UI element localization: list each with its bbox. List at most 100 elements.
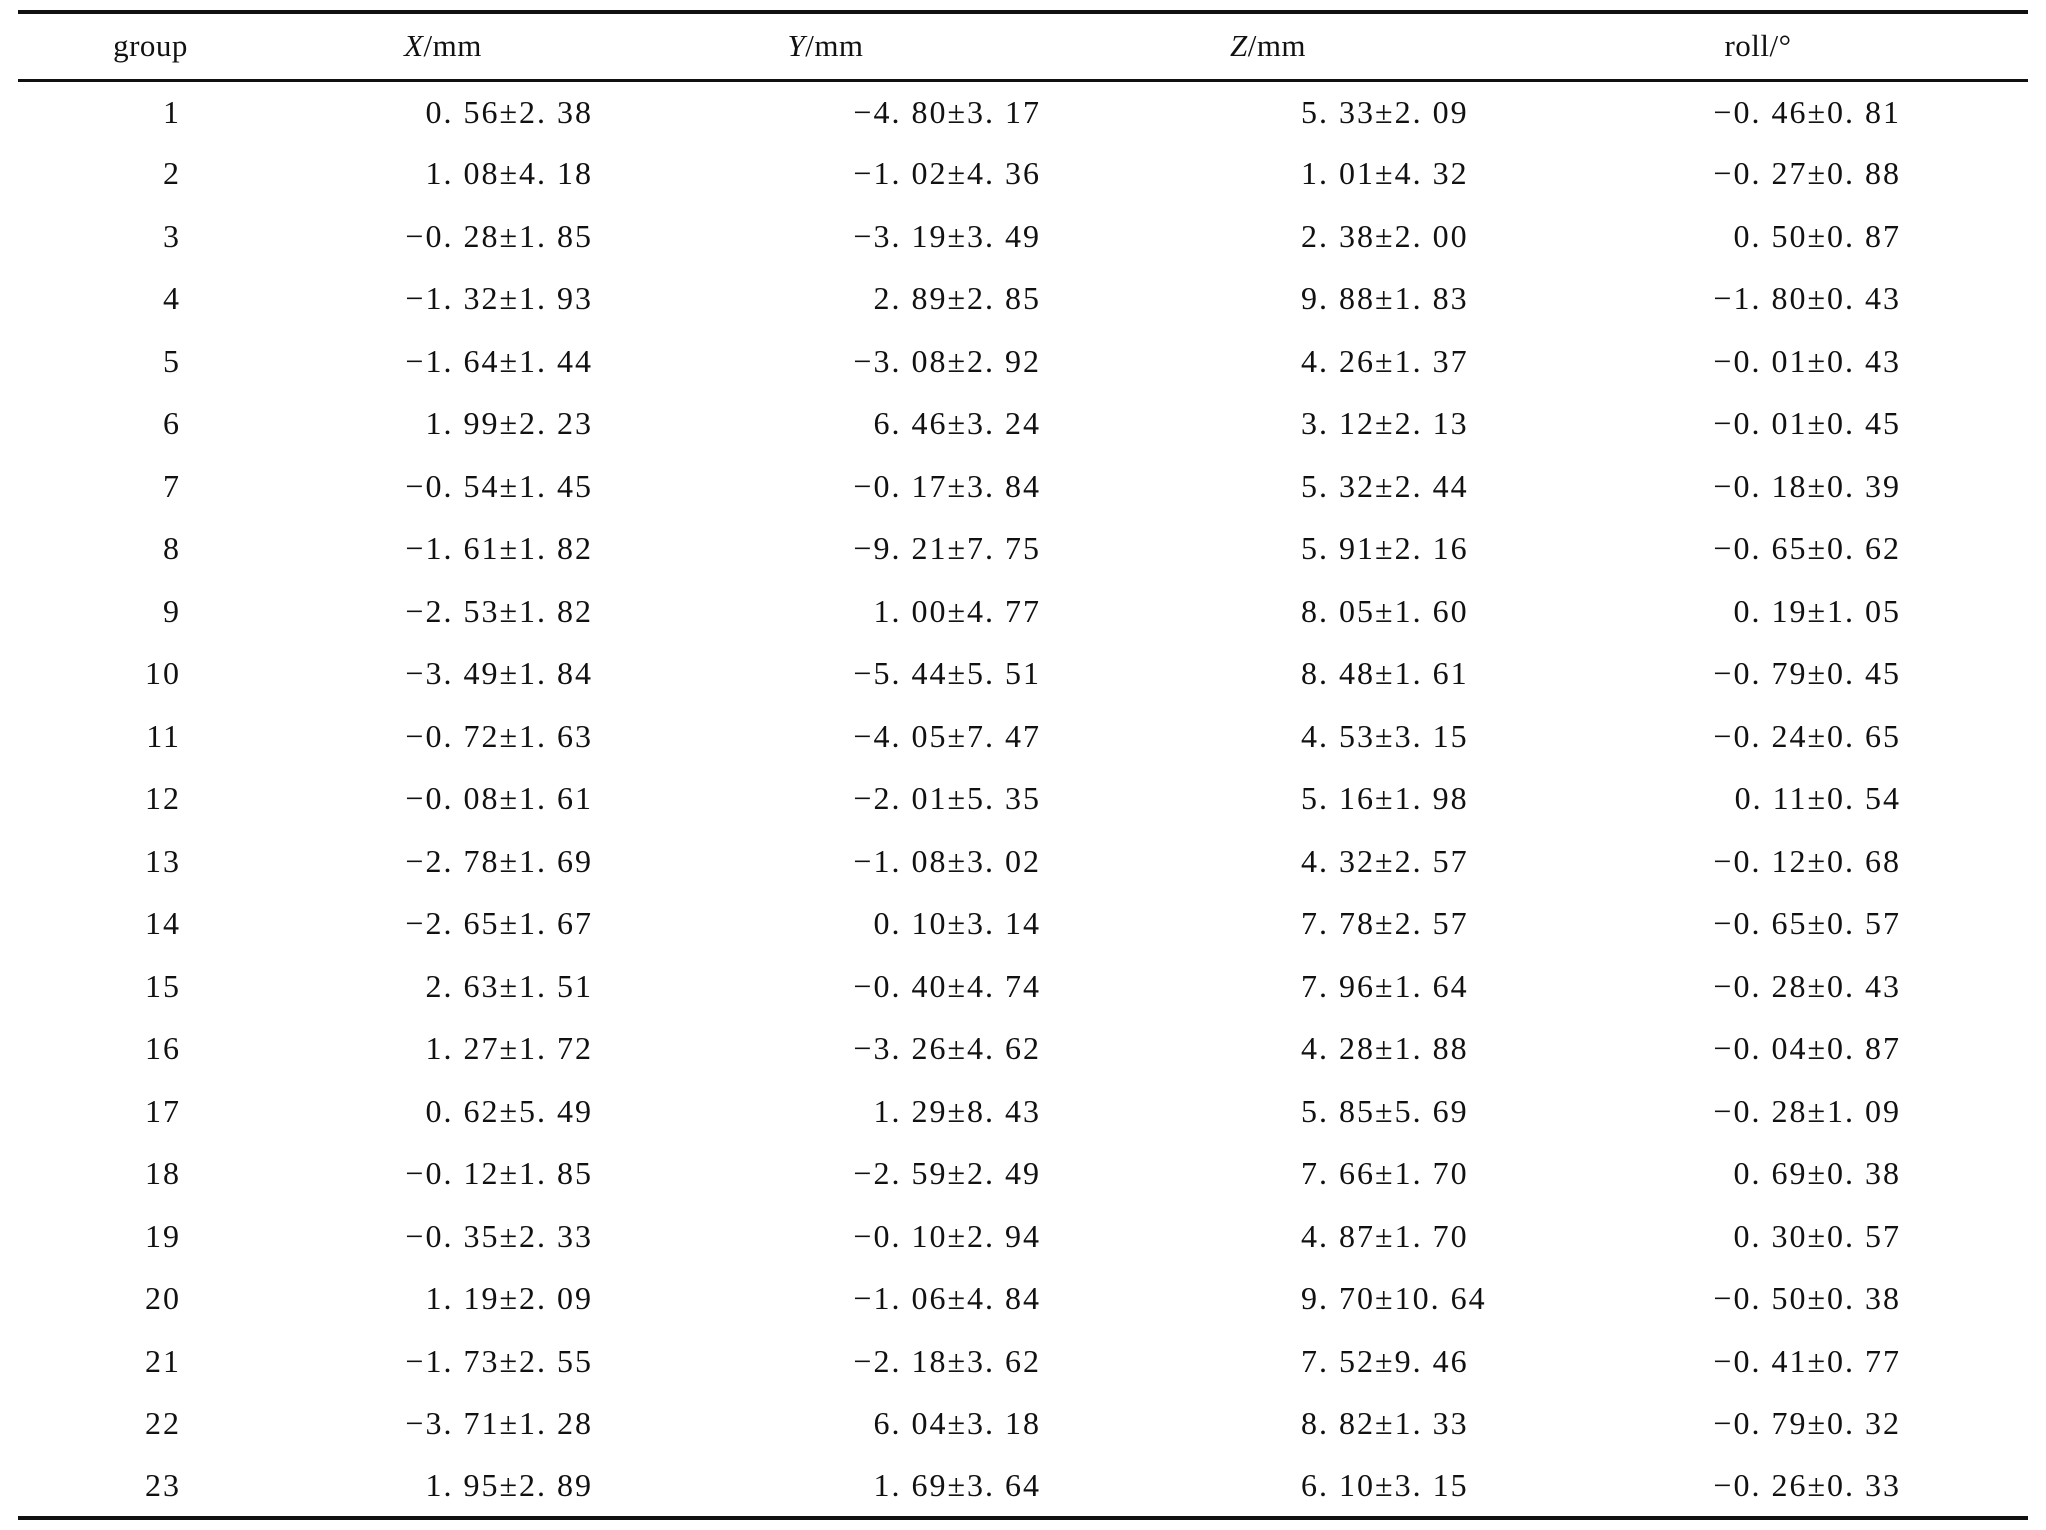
cell-group: 15 xyxy=(145,967,181,1004)
cell-x: −0. 54±1. 45 xyxy=(405,467,593,504)
header-x: X/mm xyxy=(283,10,603,82)
cell-roll: −0. 28±0. 43 xyxy=(1713,967,1901,1004)
header-z-var: Z xyxy=(1229,28,1248,64)
data-table-container: group X/mm Y/mm Z/mm roll/° 1 0. 56±2. 38… xyxy=(18,10,2028,1520)
cell-z: 4. 28±1. 88 xyxy=(1301,1030,1469,1067)
cell-group: 14 xyxy=(145,905,181,942)
table-row: 11 −0. 72±1. 63 −4. 05±7. 47 4. 53±3. 15 −0.… xyxy=(18,705,2028,768)
cell-group: 8 xyxy=(163,530,181,567)
cell-x: 1. 08±4. 18 xyxy=(425,155,593,192)
cell-z: 4. 32±2. 57 xyxy=(1301,842,1469,879)
table-row: 19 −0. 35±2. 33 −0. 10±2. 94 4. 87±1. 70 0. … xyxy=(18,1205,2028,1268)
header-roll: roll/° xyxy=(1488,10,2028,82)
cell-roll: −1. 80±0. 43 xyxy=(1713,280,1901,317)
cell-z: 8. 82±1. 33 xyxy=(1301,1405,1469,1442)
cell-group: 4 xyxy=(163,280,181,317)
cell-group: 23 xyxy=(18,1455,283,1520)
cell-y: −4. 80±3. 17 xyxy=(853,93,1041,130)
cell-group: 19 xyxy=(145,1217,181,1254)
table-row: 23 1. 95±2. 89 1. 69±3. 64 6. 10±3. 15 −0. 2… xyxy=(18,1455,2028,1520)
cell-z: 5. 91±2. 16 xyxy=(1301,530,1469,567)
cell-y: 0. 10±3. 14 xyxy=(873,905,1041,942)
cell-y: 1. 29±8. 43 xyxy=(873,1092,1041,1129)
cell-x: −0. 28±1. 85 xyxy=(405,217,593,254)
cell-group: 12 xyxy=(145,780,181,817)
cell-z: 5. 33±2. 09 xyxy=(1301,93,1469,130)
cell-y: −3. 08±2. 92 xyxy=(853,342,1041,379)
cell-z: 4. 87±1. 70 xyxy=(1301,1217,1469,1254)
header-z: Z/mm xyxy=(1048,10,1488,82)
table-row: 7 −0. 54±1. 45 −0. 17±3. 84 5. 32±2. 44 −0. … xyxy=(18,455,2028,518)
cell-group: 22 xyxy=(145,1405,181,1442)
cell-x: −0. 08±1. 61 xyxy=(405,780,593,817)
cell-y: −2. 01±5. 35 xyxy=(853,780,1041,817)
cell-x: 0. 56±2. 38 xyxy=(425,93,593,130)
cell-z: 9. 88±1. 83 xyxy=(1301,280,1469,317)
cell-y: −1. 02±4. 36 xyxy=(853,155,1041,192)
cell-group: 17 xyxy=(145,1092,181,1129)
table-header: group X/mm Y/mm Z/mm roll/° xyxy=(18,10,2028,82)
cell-roll: −0. 79±0. 32 xyxy=(1713,1405,1901,1442)
cell-roll: −0. 41±0. 77 xyxy=(1713,1342,1901,1379)
cell-y: −3. 19±3. 49 xyxy=(853,217,1041,254)
table-row: 10 −3. 49±1. 84 −5. 44±5. 51 8. 48±1. 61 −0.… xyxy=(18,643,2028,706)
cell-z: 9. 70±10. 64 xyxy=(1301,1280,1487,1317)
cell-x: 0. 62±5. 49 xyxy=(425,1092,593,1129)
table-row: 1 0. 56±2. 38 −4. 80±3. 17 5. 33±2. 09 −0. 4… xyxy=(18,80,2028,143)
cell-roll: 0. 30±0. 57 xyxy=(1733,1217,1901,1254)
cell-y: 2. 89±2. 85 xyxy=(873,280,1041,317)
cell-roll: −0. 26±0. 33 xyxy=(1488,1455,2028,1520)
cell-x: −2. 78±1. 69 xyxy=(405,842,593,879)
cell-y: −2. 59±2. 49 xyxy=(853,1155,1041,1192)
data-table: group X/mm Y/mm Z/mm roll/° 1 0. 56±2. 38… xyxy=(18,10,2028,1520)
cell-z: 8. 48±1. 61 xyxy=(1301,655,1469,692)
cell-group: 5 xyxy=(163,342,181,379)
cell-y: 6. 46±3. 24 xyxy=(873,405,1041,442)
cell-z: 7. 52±9. 46 xyxy=(1301,1342,1469,1379)
cell-z: 5. 16±1. 98 xyxy=(1301,780,1469,817)
cell-x: −0. 72±1. 63 xyxy=(405,717,593,754)
cell-y: −0. 10±2. 94 xyxy=(853,1217,1041,1254)
cell-x: −3. 49±1. 84 xyxy=(405,655,593,692)
cell-roll: −0. 18±0. 39 xyxy=(1713,467,1901,504)
table-body: 1 0. 56±2. 38 −4. 80±3. 17 5. 33±2. 09 −0. 4… xyxy=(18,80,2028,1520)
cell-roll: −0. 04±0. 87 xyxy=(1713,1030,1901,1067)
table-row: 20 1. 19±2. 09 −1. 06±4. 84 9. 70±10. 64 −0.… xyxy=(18,1268,2028,1331)
cell-group: 18 xyxy=(145,1155,181,1192)
header-group: group xyxy=(18,10,283,82)
cell-group: 2 xyxy=(163,155,181,192)
cell-group: 20 xyxy=(145,1280,181,1317)
table-row: 15 2. 63±1. 51 −0. 40±4. 74 7. 96±1. 64 −0. … xyxy=(18,955,2028,1018)
cell-x: 1. 19±2. 09 xyxy=(425,1280,593,1317)
cell-roll: 0. 11±0. 54 xyxy=(1734,780,1901,817)
cell-z: 6. 10±3. 15 xyxy=(1048,1455,1488,1520)
header-x-unit: /mm xyxy=(423,28,482,64)
cell-z: 3. 12±2. 13 xyxy=(1301,405,1469,442)
table-row: 12 −0. 08±1. 61 −2. 01±5. 35 5. 16±1. 98 0. … xyxy=(18,768,2028,831)
cell-roll: −0. 46±0. 81 xyxy=(1713,93,1901,130)
cell-x: −1. 32±1. 93 xyxy=(405,280,593,317)
cell-y: −4. 05±7. 47 xyxy=(853,717,1041,754)
cell-group: 11 xyxy=(146,717,181,754)
cell-group: 13 xyxy=(145,842,181,879)
cell-z: 7. 78±2. 57 xyxy=(1301,905,1469,942)
cell-x: 2. 63±1. 51 xyxy=(425,967,593,1004)
cell-roll: −0. 24±0. 65 xyxy=(1713,717,1901,754)
cell-roll: −0. 27±0. 88 xyxy=(1713,155,1901,192)
table-row: 4 −1. 32±1. 93 2. 89±2. 85 9. 88±1. 83 −1. 8… xyxy=(18,268,2028,331)
cell-roll: −0. 28±1. 09 xyxy=(1713,1092,1901,1129)
header-x-var: X xyxy=(404,28,424,64)
cell-group: 6 xyxy=(163,405,181,442)
cell-z: 8. 05±1. 60 xyxy=(1301,592,1469,629)
cell-group: 9 xyxy=(163,592,181,629)
header-z-unit: /mm xyxy=(1247,28,1307,64)
cell-roll: −0. 01±0. 45 xyxy=(1713,405,1901,442)
cell-z: 1. 01±4. 32 xyxy=(1301,155,1469,192)
table-row: 2 1. 08±4. 18 −1. 02±4. 36 1. 01±4. 32 −0. 2… xyxy=(18,143,2028,206)
cell-group: 10 xyxy=(145,655,181,692)
cell-z: 7. 66±1. 70 xyxy=(1301,1155,1469,1192)
header-roll-label: roll/° xyxy=(1724,28,1792,64)
cell-group: 16 xyxy=(145,1030,181,1067)
table-row: 16 1. 27±1. 72 −3. 26±4. 62 4. 28±1. 88 −0. … xyxy=(18,1018,2028,1081)
cell-group: 7 xyxy=(163,467,181,504)
